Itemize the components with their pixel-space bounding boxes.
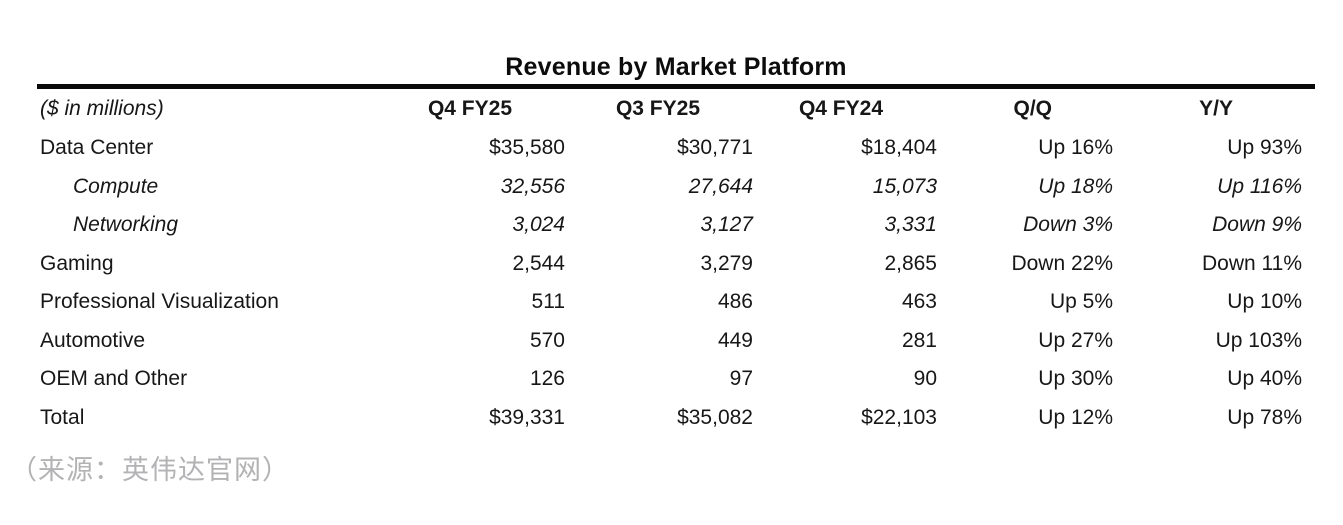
value-cell: 15,073: [872, 174, 937, 198]
table-row: Automotive 570 449 281 Up 27% Up 103%: [37, 322, 1315, 361]
revenue-report: Revenue by Market Platform ($ in million…: [37, 0, 1315, 437]
value-cell: $22,103: [861, 405, 937, 429]
table-row: Professional Visualization 511 486 463 Up 5%…: [37, 283, 1315, 322]
row-label: Automotive: [40, 328, 146, 352]
value-cell: 3,127: [700, 213, 753, 237]
row-label: Professional Visualization: [40, 290, 279, 314]
row-label: Networking: [73, 213, 179, 237]
table-row: Total $39,331 $35,082 $22,103 Up 12% Up 78%: [37, 399, 1315, 438]
value-cell: $35,082: [677, 405, 753, 429]
value-cell: $30,771: [677, 136, 753, 160]
value-cell: Down 22%: [1011, 251, 1113, 275]
revenue-table-body: Data Center $35,580 $30,771 $18,404 Up 16% Up…: [37, 129, 1315, 437]
table-row: Gaming 2,544 3,279 2,865 Down 22% Down 11%: [37, 245, 1315, 284]
column-header-qq: Q/Q: [1013, 97, 1052, 120]
value-cell: Up 27%: [1038, 328, 1113, 352]
row-label: Gaming: [40, 251, 114, 275]
row-label: Data Center: [40, 136, 154, 160]
value-cell: 570: [529, 328, 565, 352]
value-cell: 97: [729, 367, 753, 391]
value-cell: 32,556: [500, 174, 565, 198]
header-row: ($ in millions) Q4 FY25 Q3 FY25 Q4 FY24 …: [37, 89, 1315, 129]
value-cell: Down 3%: [1023, 213, 1113, 237]
unit-note: ($ in millions): [40, 97, 164, 120]
value-cell: Up 93%: [1227, 136, 1302, 160]
value-cell: $39,331: [489, 405, 565, 429]
value-cell: 486: [717, 290, 753, 314]
revenue-table: ($ in millions) Q4 FY25 Q3 FY25 Q4 FY24 …: [37, 89, 1315, 437]
row-label: Total: [40, 405, 85, 429]
value-cell: Up 10%: [1227, 290, 1302, 314]
table-row: Compute 32,556 27,644 15,073 Up 18% Up 116%: [37, 168, 1315, 207]
value-cell: Up 116%: [1217, 174, 1302, 198]
value-cell: 2,544: [512, 251, 565, 275]
value-cell: 463: [901, 290, 937, 314]
row-label: OEM and Other: [40, 367, 188, 391]
value-cell: Down 9%: [1212, 213, 1302, 237]
column-header-q4fy25: Q4 FY25: [427, 97, 512, 120]
value-cell: Up 40%: [1227, 367, 1302, 391]
value-cell: Up 12%: [1038, 405, 1113, 429]
value-cell: 27,644: [688, 174, 753, 198]
table-row: Data Center $35,580 $30,771 $18,404 Up 16% Up…: [37, 129, 1315, 168]
source-note: （来源：英伟达官网）: [10, 455, 290, 485]
value-cell: 449: [717, 328, 753, 352]
value-cell: $35,580: [489, 136, 565, 160]
value-cell: 281: [901, 328, 937, 352]
value-cell: Up 5%: [1049, 290, 1113, 314]
table-title: Revenue by Market Platform: [37, 53, 1315, 89]
value-cell: 2,865: [884, 251, 937, 275]
value-cell: $18,404: [861, 136, 937, 160]
column-header-yy: Y/Y: [1199, 97, 1233, 120]
value-cell: 3,331: [884, 213, 937, 237]
table-row: Networking 3,024 3,127 3,331 Down 3% Down 9%: [37, 206, 1315, 245]
column-header-q3fy25: Q3 FY25: [615, 97, 700, 120]
value-cell: 511: [531, 290, 565, 314]
value-cell: 90: [913, 367, 937, 391]
row-label: Compute: [73, 174, 159, 198]
value-cell: Up 103%: [1215, 328, 1302, 352]
value-cell: Up 18%: [1038, 174, 1113, 198]
value-cell: Up 30%: [1038, 367, 1113, 391]
value-cell: Down 11%: [1202, 251, 1302, 275]
value-cell: 3,279: [700, 251, 753, 275]
value-cell: Up 16%: [1038, 136, 1113, 160]
table-row: OEM and Other 126 97 90 Up 30% Up 40%: [37, 360, 1315, 399]
value-cell: 3,024: [512, 213, 565, 237]
value-cell: 126: [529, 367, 565, 391]
column-header-q4fy24: Q4 FY24: [798, 97, 883, 120]
value-cell: Up 78%: [1227, 405, 1302, 429]
